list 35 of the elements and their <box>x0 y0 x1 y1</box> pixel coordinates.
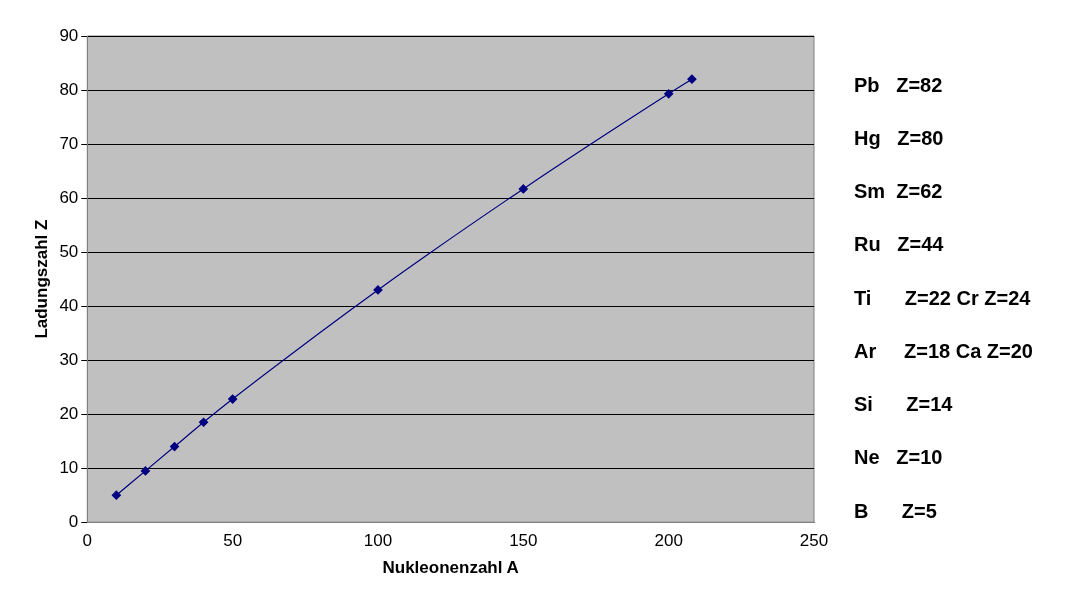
text: Hg Z=80 <box>854 126 944 149</box>
text: Ne Z=10 <box>854 446 943 469</box>
text: Ru Z=44 <box>854 233 945 256</box>
x-tick-label: 100 <box>363 531 393 551</box>
y-tick-label: 60 <box>59 187 79 207</box>
y-tick-label: 80 <box>59 79 79 99</box>
x-tick-label: 250 <box>799 531 829 551</box>
y-tick-label: 30 <box>59 349 79 369</box>
point <box>111 490 121 500</box>
text: Pb Z=82 <box>854 73 943 96</box>
point <box>687 74 697 84</box>
point <box>518 184 528 194</box>
point <box>664 89 674 99</box>
text: Ti Z=22 Cr Z=24 <box>854 286 1032 309</box>
text: Ar Z=18 Ca Z=20 <box>854 339 1033 362</box>
point <box>373 285 383 295</box>
x-axis-title: Nukleonenzahl A <box>382 558 519 578</box>
y-tick-label: 40 <box>59 295 79 315</box>
y-tick-label: 0 <box>68 511 79 531</box>
text: Si Z=14 <box>854 393 954 416</box>
x-tick-label: 0 <box>82 531 93 551</box>
text: Sm Z=62 <box>854 180 943 203</box>
point <box>228 394 238 404</box>
point <box>140 466 151 476</box>
y-tick-label: 90 <box>59 25 79 45</box>
point <box>198 417 209 427</box>
y-tick-label: 50 <box>59 241 79 261</box>
x-tick-label: 200 <box>654 531 683 551</box>
x-tick-label: 150 <box>509 531 538 551</box>
y-tick-label: 10 <box>59 457 79 477</box>
y-tick-label: 20 <box>59 403 79 423</box>
y-axis-title: Ladungszahl Z <box>31 219 51 339</box>
text: B Z=5 <box>854 499 937 522</box>
y-tick-label: 70 <box>59 133 79 153</box>
x-tick-label: 50 <box>223 531 243 551</box>
